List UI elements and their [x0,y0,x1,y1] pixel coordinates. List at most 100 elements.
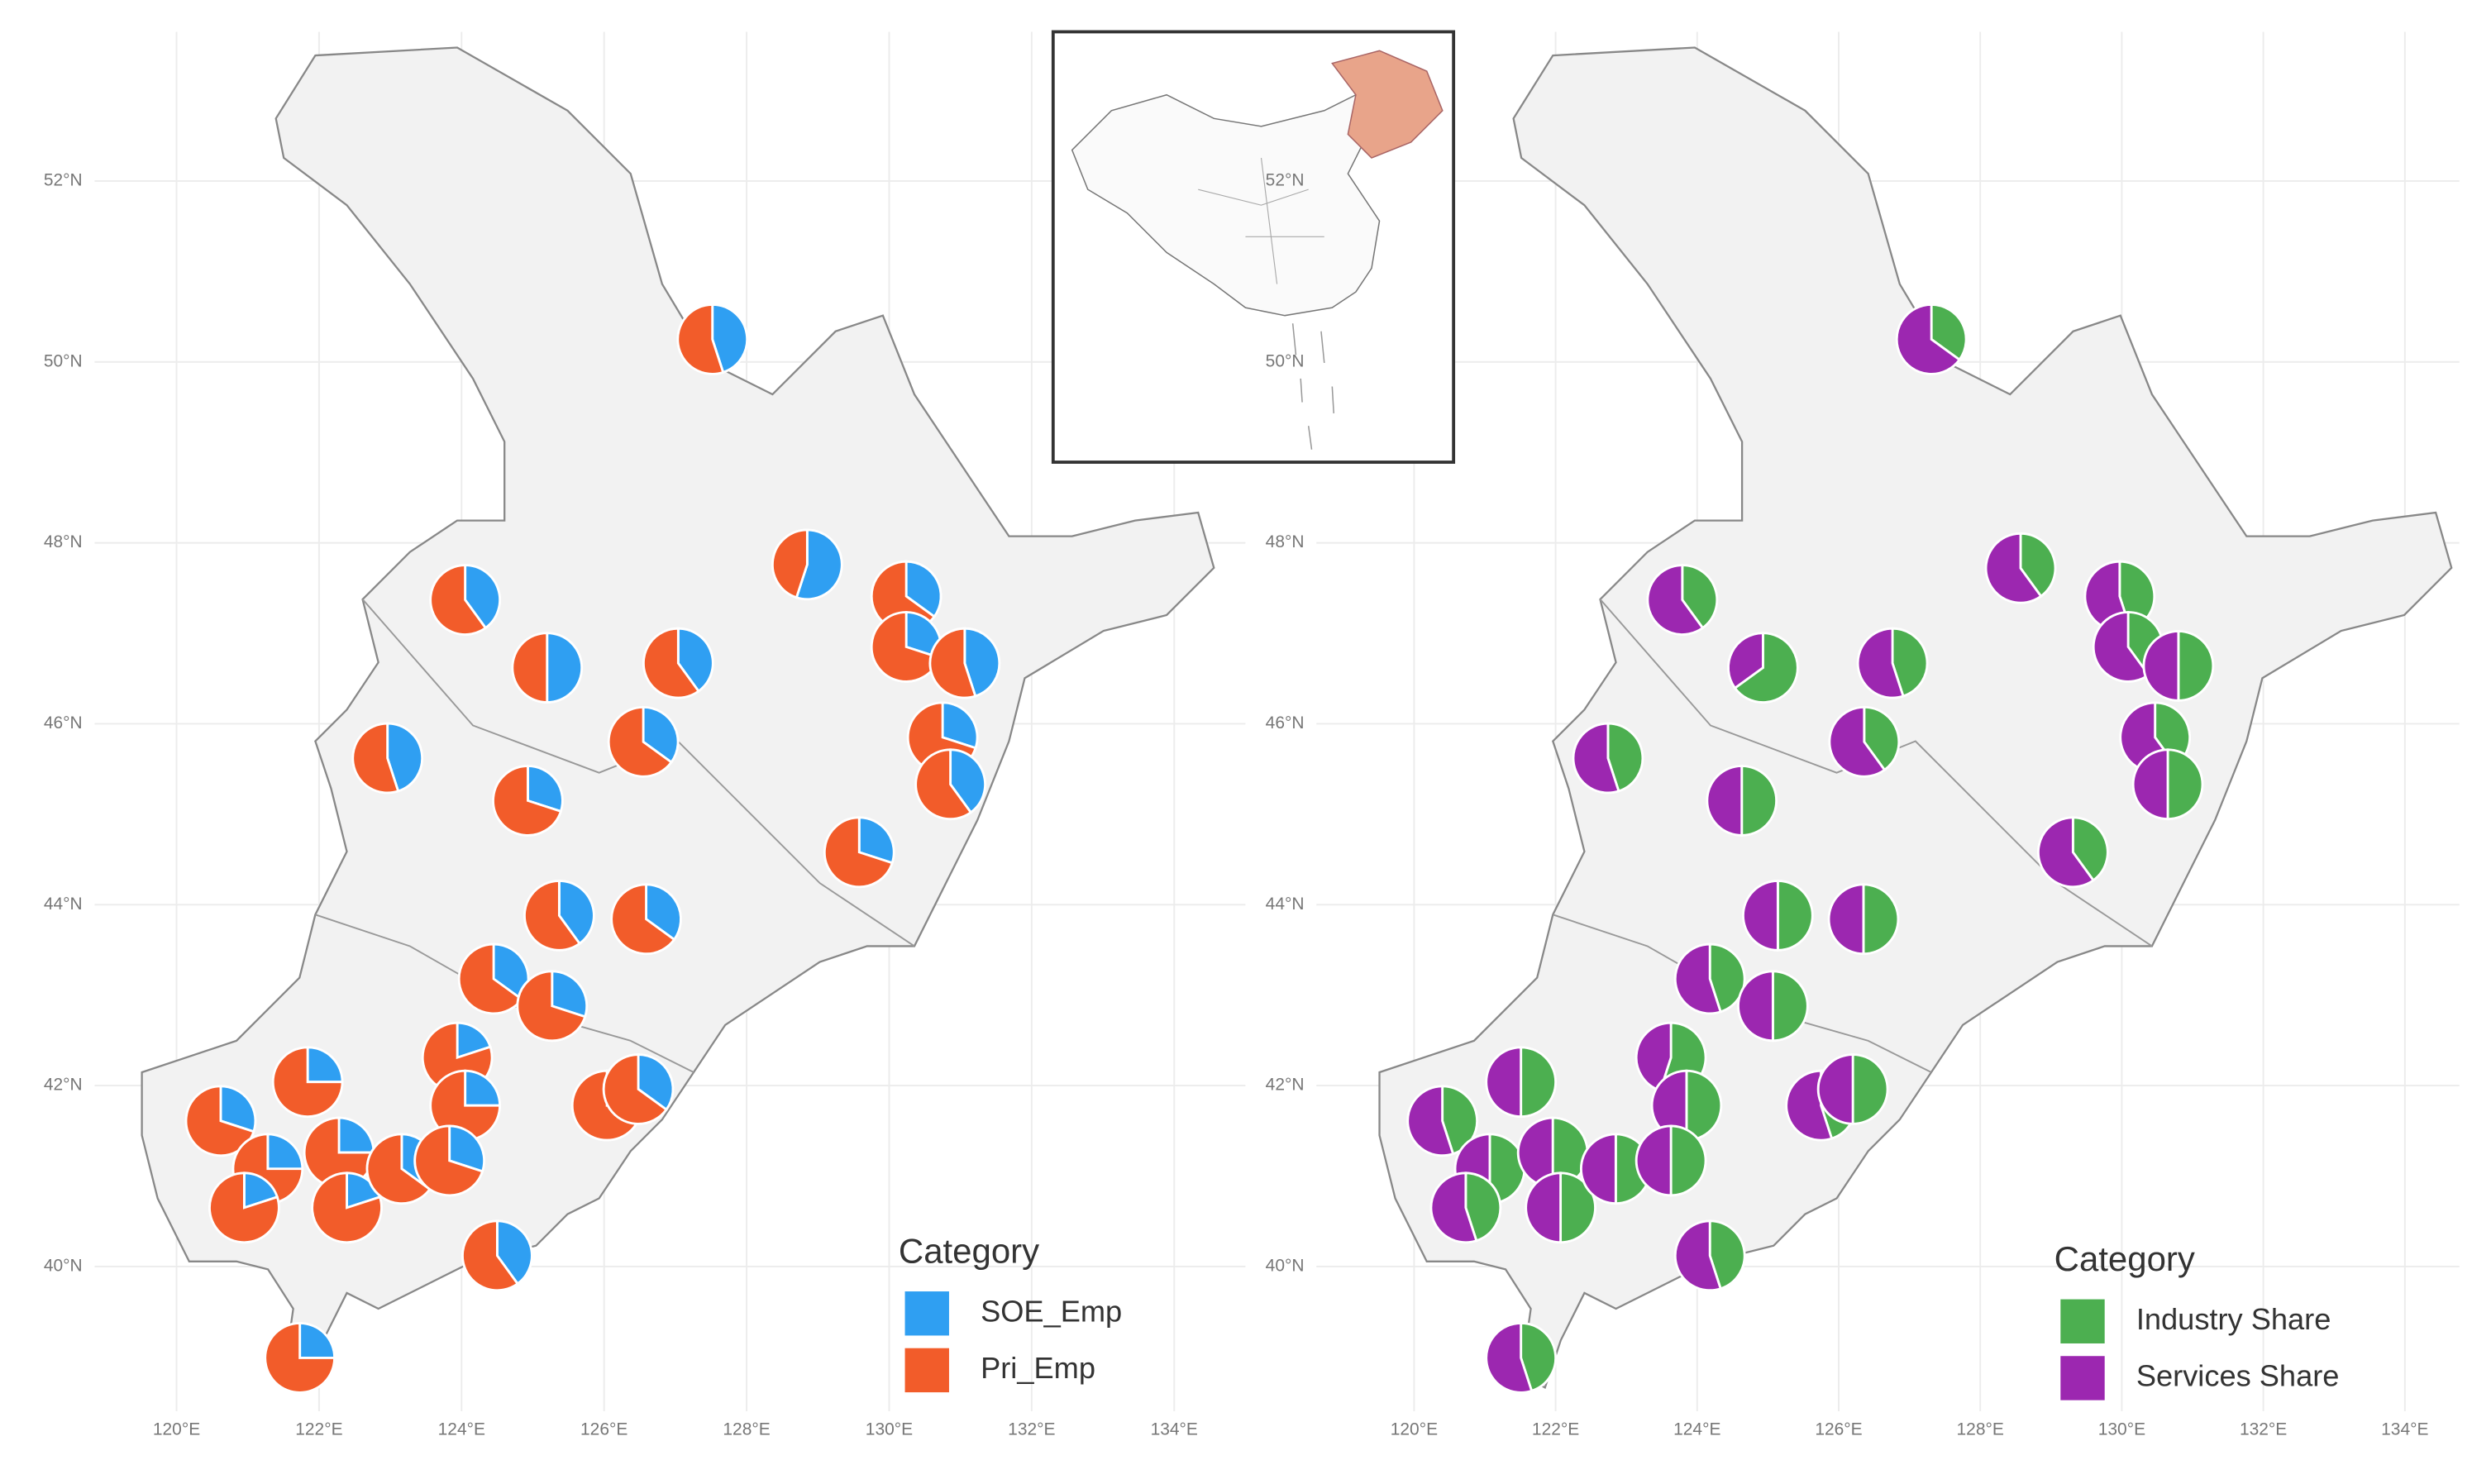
pie-wedge [448,1124,485,1173]
pie [1742,880,1814,952]
legend-title: Category [899,1231,1039,1270]
lon-tick-label: 134°E [2381,1420,2428,1439]
pie-wedge [311,1171,383,1244]
pie-wedge [1737,970,1774,1043]
pie [914,748,986,821]
pie-wedge [607,705,674,778]
pie [264,1322,336,1394]
pie-wedge [1930,303,1968,362]
legend-label: Pri_Emp [981,1351,1095,1385]
pie [457,942,530,1015]
pie [492,765,564,837]
pie-wedge [637,1053,675,1112]
lat-tick-label: 52°N [1266,171,1305,190]
pie-wedge [949,748,986,814]
lon-tick-label: 132°E [2240,1420,2287,1439]
pie [1816,1053,1889,1125]
pie-wedge [365,1133,432,1205]
lat-tick-label: 48°N [44,532,83,551]
lon-tick-label: 124°E [438,1420,485,1439]
pie-wedge [963,627,1001,698]
pie-wedge [2166,748,2204,821]
pie [523,880,595,952]
lon-tick-label: 130°E [2098,1420,2145,1439]
pie-wedge [1673,1219,1722,1292]
legend-swatch [2060,1299,2105,1343]
pie-wedge [546,632,584,704]
pie-wedge [1706,765,1744,837]
pie-wedge [2037,816,2096,889]
legend-swatch [904,1348,949,1393]
pie [1429,1171,1502,1244]
legend-swatch [2060,1356,2105,1400]
pie [1856,627,1929,699]
pie-wedge [1520,1046,1557,1119]
lon-tick-label: 120°E [1391,1420,1438,1439]
pie [1827,883,1900,956]
pie-wedge [1681,564,1719,630]
pie-wedge [351,722,400,794]
pie-wedge [429,564,488,636]
pie-wedge [1606,722,1644,793]
pie [1737,970,1809,1043]
pie-wedge [266,1133,304,1171]
pie-wedge [516,970,587,1043]
pie-wedge [1485,1322,1534,1394]
pie-wedge [1863,705,1901,772]
lon-tick-label: 124°E [1673,1420,1720,1439]
pie-wedge [219,1085,257,1133]
pie [1984,532,2057,604]
pie [2131,748,2204,821]
pie-wedge [306,1046,344,1084]
inset-highlight [1331,50,1444,159]
pie [642,627,714,699]
pie-wedge [771,528,809,599]
pie-wedge [1429,1171,1478,1244]
pie-wedge [602,1053,669,1125]
pie [870,560,943,632]
lat-tick-label: 46°N [44,713,83,732]
lat-tick-label: 44°N [44,895,83,914]
pie-wedge [642,627,700,699]
inset-islands [1291,323,1334,450]
pie [413,1124,485,1197]
pie [602,1053,675,1125]
pie-wedge [1572,722,1620,794]
pie [1895,303,1968,375]
pie-wedge [1708,942,1746,1014]
pie-wedge [1520,1322,1558,1393]
pie [461,1219,533,1292]
pie-wedge [2019,532,2057,599]
lon-tick-label: 132°E [1008,1420,1055,1439]
pie [1650,1069,1723,1142]
pie-wedge [645,883,682,942]
pie-wedge [461,1219,520,1292]
pie [511,632,584,704]
pie-wedge [1856,627,1905,699]
lon-tick-label: 120°E [153,1420,200,1439]
pie [271,1046,344,1119]
pie [1706,765,1778,837]
lon-tick-label: 128°E [723,1420,770,1439]
lon-tick-label: 130°E [866,1420,913,1439]
pie-wedge [551,970,589,1019]
pie [771,528,843,601]
pie-wedge [1669,1124,1707,1197]
pie [610,883,682,956]
pie-wedge [1708,1219,1746,1291]
pie-wedge [1559,1171,1596,1244]
pie-wedge [570,1069,643,1142]
pie-wedge [1851,1053,1889,1125]
pie-wedge [1634,1124,1673,1197]
lat-tick-label: 42°N [1266,1076,1305,1095]
legend-label: Industry Share [2136,1302,2331,1336]
pie-wedge [642,705,680,764]
pie-wedge [1485,1046,1523,1119]
pie-wedge [1827,883,1865,956]
pie-wedge [264,1322,336,1394]
pie-wedge [527,765,564,814]
pie [1572,722,1644,794]
pie-wedge [1464,1171,1502,1243]
pie-wedge [2071,816,2109,882]
